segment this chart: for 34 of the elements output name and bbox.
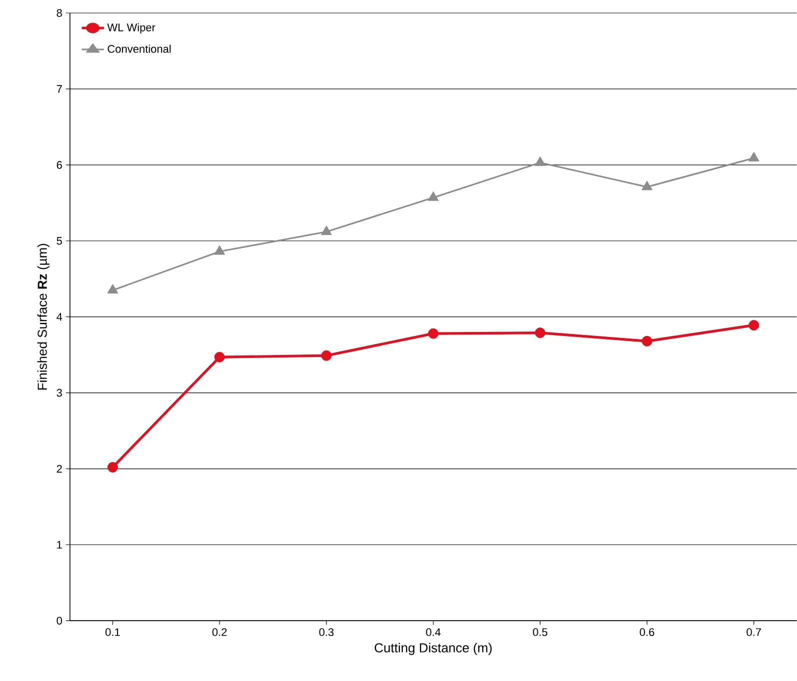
x-tick-label: 0.1	[105, 628, 120, 636]
x-tick-label: 0.5	[532, 628, 548, 636]
point	[642, 336, 652, 347]
point	[214, 245, 226, 255]
legend-label: Conventional	[108, 44, 171, 53]
y-tick-label: 4	[56, 313, 62, 321]
point	[428, 191, 439, 201]
y-tick-label: 0	[56, 616, 62, 625]
y-tick-label: 8	[56, 9, 62, 18]
x-tick-label: 0.7	[746, 628, 761, 636]
point	[642, 180, 652, 190]
y-tick-label: 5	[56, 237, 62, 245]
x-tick-label: 0.4	[426, 628, 441, 636]
point	[748, 152, 760, 162]
point	[107, 284, 118, 294]
y-tick-label: 6	[56, 161, 62, 169]
x-tick-label: 0.6	[640, 628, 654, 636]
point	[428, 328, 439, 339]
y-tick-label: 2	[56, 465, 62, 473]
y-tick-label: 1	[57, 541, 62, 549]
x-tick-label: 0.2	[212, 628, 227, 636]
y-axis-title: Finished Surface Rz (µm)	[37, 244, 50, 390]
point	[321, 350, 332, 361]
x-tick-label: 0.3	[319, 628, 334, 636]
y-tick-label: 7	[56, 85, 62, 93]
point	[748, 320, 760, 331]
point	[320, 226, 332, 236]
point	[107, 462, 118, 473]
legend-label: WL Wiper	[107, 23, 156, 34]
point	[534, 328, 546, 338]
y-tick-label: 3	[56, 389, 62, 397]
x-axis-title: Cutting Distance (m)	[374, 643, 492, 656]
point	[534, 156, 546, 166]
point	[214, 352, 225, 363]
